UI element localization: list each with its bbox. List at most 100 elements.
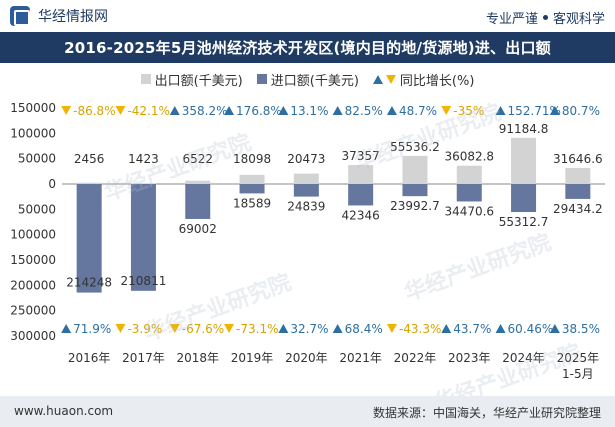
legend-growth[interactable]: 同比增长(%) [372,70,475,89]
import-growth-marker: 43.7% [441,322,491,336]
import-bar [239,184,265,194]
export-growth-marker: 82.5% [332,104,383,118]
import-value-label: 214248 [66,276,112,290]
growth-down-triangle [115,324,126,333]
top-bar: 华经情报网 专业严谨 客观科学 [0,0,615,32]
x-tick-label: 2019年 [231,351,274,365]
export-bar [293,173,319,184]
growth-down-triangle [169,324,180,333]
y-tick-label: 150000 [10,101,56,115]
import-growth-marker: 60.46% [495,322,554,336]
growth-up-triangle [441,324,452,333]
growth-value-label: 358.2% [182,104,228,118]
export-growth-marker: 358.2% [169,104,228,118]
triangle-down-icon [385,74,396,84]
export-value-label: 1423 [128,152,159,166]
growth-value-label: 32.7% [290,322,328,336]
y-tick-label: 150000 [10,253,56,267]
slogan: 专业严谨 客观科学 [486,8,605,27]
growth-value-label: -35% [453,104,484,118]
import-value-label: 34470.6 [444,204,494,218]
growth-value-label: 43.7% [453,322,491,336]
growth-up-triangle [61,324,72,333]
export-growth-marker: 13.1% [278,104,328,118]
growth-down-triangle [61,106,72,115]
legend-export[interactable]: 出口额(千美元) [140,70,243,89]
import-value-label: 55312.7 [499,215,549,229]
growth-down-triangle [441,106,452,115]
growth-up-triangle [169,106,180,115]
y-tick-label: 50000 [18,152,56,166]
import-growth-marker: -73.1% [224,322,279,336]
export-value-label: 37357 [342,149,380,163]
growth-value-label: -3.9% [127,322,162,336]
import-bar [130,184,156,291]
x-tick-label: 2025年 [557,351,600,365]
x-tick-label: 2024年 [502,351,545,365]
export-bar [511,137,537,184]
y-tick-label: 0 [48,177,56,191]
brand-name: 华经情报网 [38,9,108,25]
x-tick-label: 2021年 [339,351,382,365]
export-growth-marker: 152.71% [495,104,561,118]
growth-value-label: 152.71% [508,104,561,118]
export-value-label: 20473 [287,152,325,166]
y-tick-label: 200000 [10,278,56,292]
x-tick-label: 2023年 [448,351,491,365]
export-value-label: 55536.2 [390,140,440,154]
import-value-label: 18589 [233,196,271,210]
growth-up-triangle [549,324,560,333]
export-growth-marker: 176.8% [224,104,282,118]
growth-up-triangle [224,106,235,115]
export-growth-marker: 48.7% [386,104,437,118]
export-bar [402,155,428,184]
bar-chart: 150000 100000 50000 0 50000 100000 150000 20000… [10,101,605,381]
x-tick-label: 2018年 [176,351,219,365]
import-growth-marker: 32.7% [278,322,328,336]
import-bar [402,184,428,197]
export-growth-marker: -35% [441,104,484,118]
export-bar [76,182,102,184]
y-tick-label: 50000 [18,202,56,216]
legend-growth-label: 同比增长(%) [399,73,475,89]
slogan-part-2: 客观科学 [552,12,605,27]
import-growth-marker: -43.3% [386,322,441,336]
growth-down-triangle [224,324,235,333]
growth-up-triangle [332,106,343,115]
legend-import[interactable]: 进口额(千美元) [256,70,359,89]
import-bar [348,184,374,206]
import-growth-marker: 68.4% [332,322,383,336]
import-value-label: 23992.7 [390,199,440,213]
footer-website[interactable]: www.huaon.com [14,404,114,418]
legend-export-swatch [140,74,151,84]
import-growth-marker: 71.9% [61,322,111,336]
export-bar [456,165,482,184]
growth-value-label: 60.46% [508,322,554,336]
growth-value-label: 48.7% [399,104,437,118]
import-bar [76,184,102,293]
import-bar [185,184,211,219]
growth-up-triangle [278,106,289,115]
export-bar [130,183,156,184]
growth-up-triangle [495,106,506,115]
import-bar [456,184,482,202]
legend-import-swatch [256,74,267,84]
x-tick-label: 1-5月 [562,367,594,381]
legend-import-label: 进口额(千美元) [270,73,359,89]
y-tick-label: 250000 [10,304,56,318]
chart-legend: 出口额(千美元) 进口额(千美元) 同比增长(%) [0,69,615,89]
growth-up-triangle [332,324,343,333]
export-value-label: 36082.8 [444,150,494,164]
growth-value-label: -73.1% [236,322,278,336]
growth-value-label: -42.1% [127,104,169,118]
export-value-label: 31646.6 [553,152,603,166]
growth-up-triangle [549,106,560,115]
y-tick-label: 300000 [10,329,56,343]
export-value-label: 18098 [233,152,271,166]
growth-value-label: 80.7% [562,104,600,118]
export-value-label: 6522 [182,152,213,166]
export-bar [348,165,374,184]
brand[interactable]: 华经情报网 [10,6,108,26]
slogan-part-1: 专业严谨 [485,12,538,27]
legend-export-label: 出口额(千美元) [154,73,243,89]
